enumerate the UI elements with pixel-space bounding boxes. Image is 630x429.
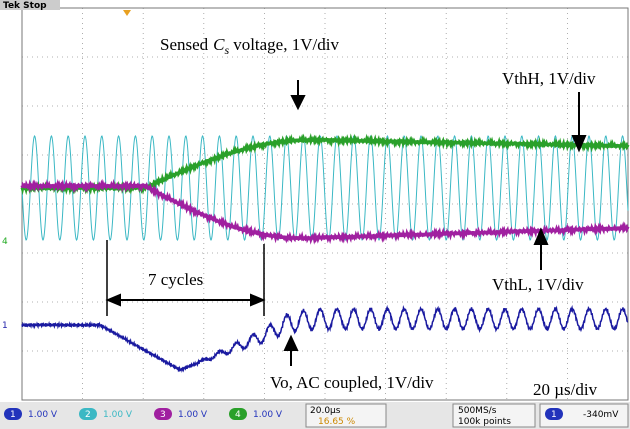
scope-screen: Tek Stop 4 1 SensedCsvoltage, 1V/div Vth… [0, 0, 630, 429]
ch1-marker: 1 [2, 321, 8, 331]
sample-rate: 500MS/s [458, 406, 497, 416]
sensed-suffix: voltage, 1V/div [233, 35, 339, 54]
channel-id: 4 [235, 410, 241, 420]
sensed-prefix: Sensed [160, 35, 209, 54]
horizontal-position: 16.65 % [318, 417, 356, 427]
trigger-level: -340mV [583, 410, 619, 420]
channel-scale: 1.00 V [178, 410, 208, 420]
status-text: Tek Stop [3, 1, 47, 11]
timebase-label: 20 µs/div [533, 380, 598, 399]
vthl-label: VthL, 1V/div [492, 275, 584, 294]
channel-id: 2 [85, 410, 91, 420]
channel-scale: 1.00 V [28, 410, 58, 420]
record-length: 100k points [458, 417, 511, 427]
cycles-label: 7 cycles [148, 270, 203, 289]
vo-label: Vo, AC coupled, 1V/div [270, 373, 434, 392]
vthh-label: VthH, 1V/div [502, 69, 596, 88]
trigger-source: 1 [551, 410, 557, 420]
channel-id: 3 [160, 410, 166, 420]
sensed-subscript: s [225, 43, 230, 57]
channel-scale: 1.00 V [253, 410, 283, 420]
sensed-symbol: C [213, 35, 225, 54]
ch4-marker: 4 [2, 237, 8, 247]
channel-scale: 1.00 V [103, 410, 133, 420]
horizontal-scale: 20.0µs [310, 406, 341, 416]
channel-id: 1 [10, 410, 16, 420]
